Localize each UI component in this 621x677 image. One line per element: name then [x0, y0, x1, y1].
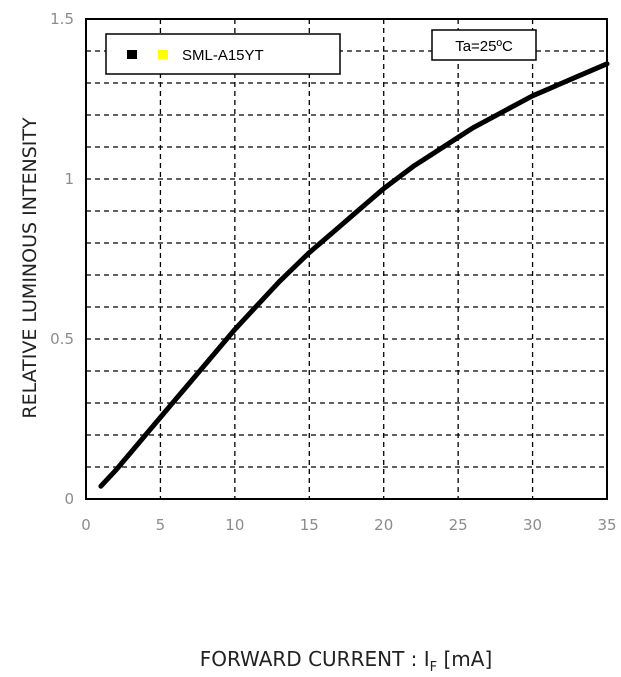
x-tick-label: 15: [300, 516, 319, 534]
y-tick-label: 1: [64, 170, 74, 188]
temperature-annotation: Ta=25ºC: [431, 29, 537, 61]
x-tick-label: 30: [523, 516, 542, 534]
legend-swatch-black: [127, 50, 137, 59]
series-line: [98, 61, 610, 489]
y-tick-label: 1.5: [50, 10, 74, 28]
x-tick-label: 35: [597, 516, 616, 534]
x-tick-label: 5: [156, 516, 166, 534]
x-axis-label-subscript: F: [430, 660, 437, 675]
x-tick-label: 20: [374, 516, 393, 534]
x-axis-label-unit: [mA]: [437, 647, 492, 671]
legend-swatch-yellow: [158, 50, 168, 59]
plot-frame: [85, 18, 608, 500]
legend-label: SML-A15YT: [182, 47, 264, 64]
y-axis-ticks: 0 0.5 1 1.5: [50, 10, 74, 508]
x-axis-ticks: 0 5 10 15 20 25 30 35: [81, 516, 616, 534]
annotation-text: Ta=25ºC: [455, 38, 513, 55]
x-tick-label: 0: [81, 516, 91, 534]
legend: SML-A15YT: [105, 33, 341, 75]
y-tick-label: 0: [64, 490, 74, 508]
x-axis-label: FORWARD CURRENT : IF [mA]: [200, 647, 493, 675]
y-axis-label: RELATIVE LUMINOUS INTENSITY: [19, 117, 41, 419]
x-tick-label: 25: [449, 516, 468, 534]
y-tick-label: 0.5: [50, 330, 74, 348]
legend-box: [105, 33, 341, 75]
x-tick-label: 10: [225, 516, 244, 534]
series-layer: [98, 61, 610, 489]
annotation-box: [431, 29, 537, 61]
x-axis-label-main: FORWARD CURRENT : I: [200, 647, 430, 671]
